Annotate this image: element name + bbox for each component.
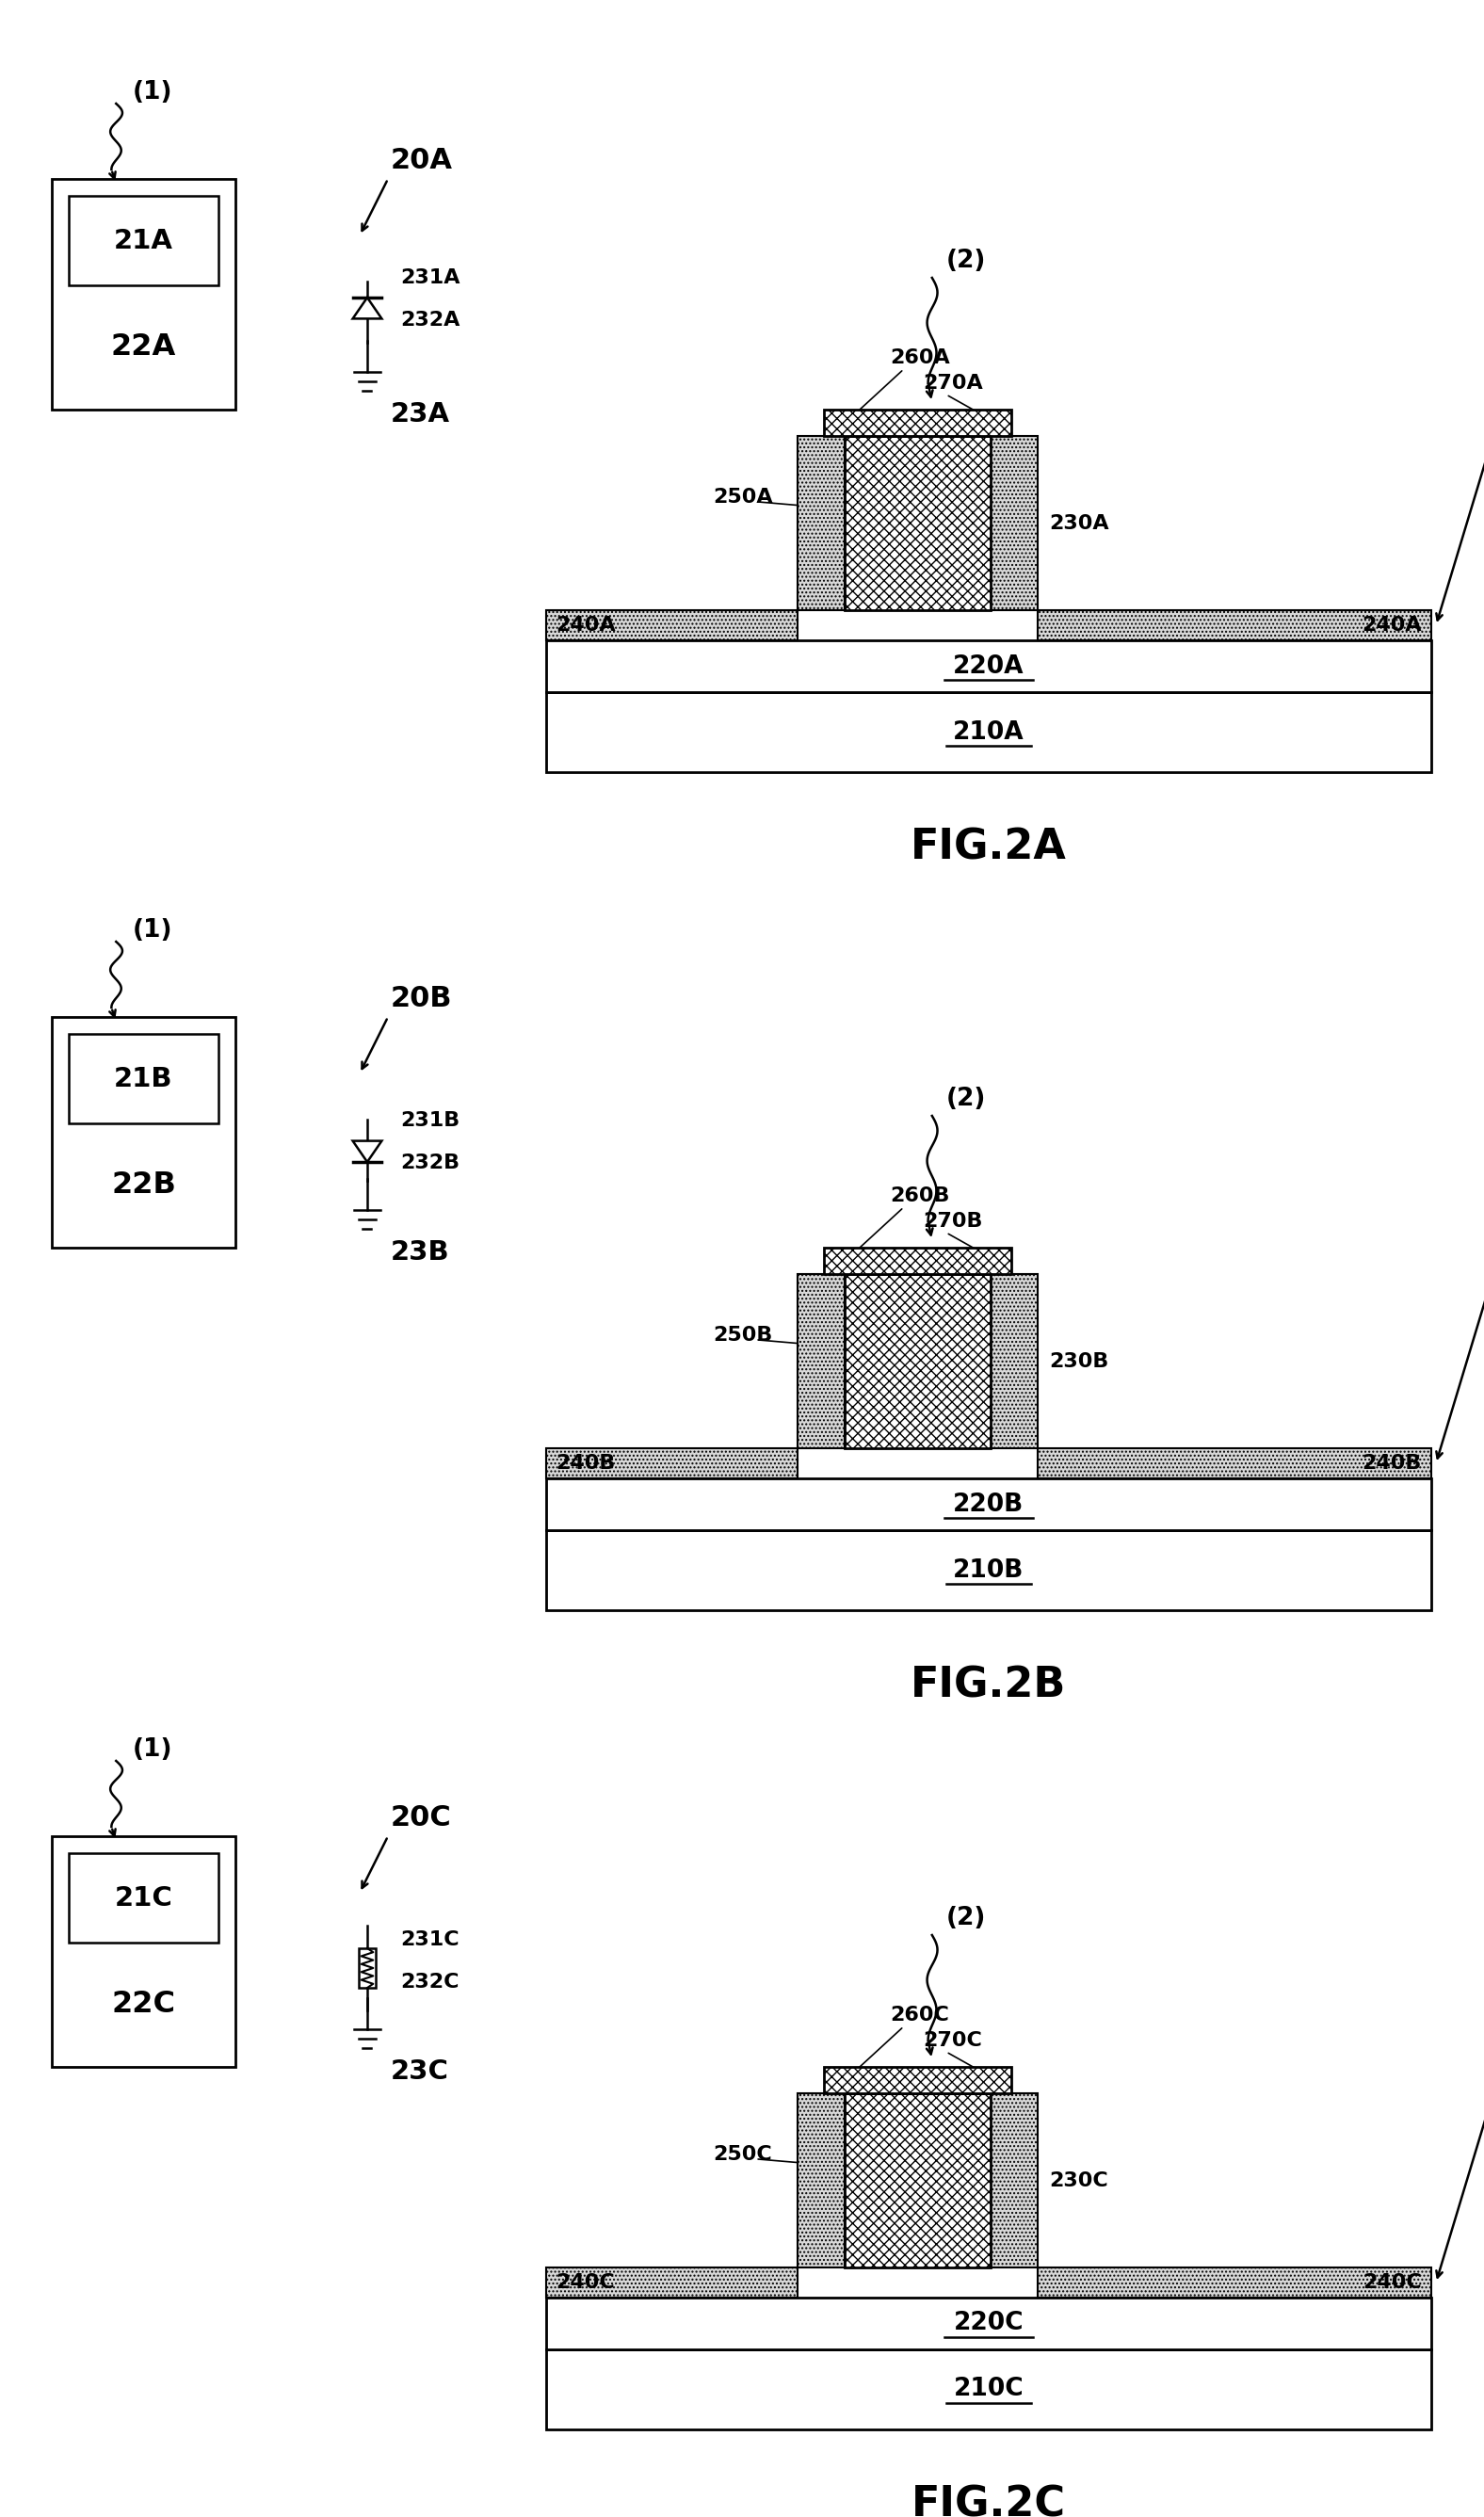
Bar: [1037, 1447, 1431, 1477]
Bar: [546, 1447, 798, 1477]
Text: 21A: 21A: [114, 227, 174, 254]
Text: 250A: 250A: [714, 488, 773, 506]
Bar: [1037, 2268, 1431, 2298]
Text: 230B: 230B: [1049, 1352, 1109, 1372]
Text: 231B: 231B: [401, 1110, 460, 1130]
Bar: [546, 1530, 1431, 1611]
Text: 220A: 220A: [953, 654, 1024, 680]
Text: 210A: 210A: [953, 720, 1024, 745]
Text: 250C: 250C: [714, 2144, 772, 2165]
Text: 20C: 20C: [390, 1805, 451, 1830]
Text: 232C: 232C: [401, 1973, 459, 1991]
Bar: [546, 2268, 798, 2298]
Bar: [798, 1274, 844, 1447]
Bar: [844, 435, 991, 609]
Text: 240B: 240B: [1362, 1455, 1422, 1472]
Bar: [546, 609, 798, 639]
Bar: [68, 1034, 218, 1123]
Text: (2): (2): [947, 1905, 985, 1931]
Text: 220B: 220B: [953, 1493, 1024, 1518]
Text: 230A: 230A: [1049, 513, 1109, 534]
Text: (1): (1): [134, 1737, 174, 1762]
Text: (1): (1): [134, 81, 174, 106]
Text: 23A: 23A: [390, 400, 450, 428]
Bar: [52, 1837, 236, 2066]
Text: 210C: 210C: [954, 2376, 1024, 2401]
Bar: [824, 2066, 1012, 2094]
Bar: [546, 2298, 1431, 2348]
Bar: [68, 196, 218, 284]
Text: 230C: 230C: [1049, 2172, 1109, 2190]
Bar: [546, 692, 1431, 773]
Bar: [359, 1948, 375, 1988]
Text: 220C: 220C: [954, 2311, 1024, 2336]
Text: 21B: 21B: [114, 1065, 174, 1092]
Text: (2): (2): [947, 1087, 985, 1110]
Bar: [844, 2094, 991, 2268]
Text: (1): (1): [134, 919, 174, 941]
Text: 240B: 240B: [555, 1455, 616, 1472]
Text: (2): (2): [947, 249, 985, 272]
Bar: [52, 1017, 236, 1248]
Text: 231C: 231C: [401, 1931, 459, 1948]
Text: 23C: 23C: [390, 2059, 450, 2084]
Text: 260A: 260A: [889, 347, 950, 367]
Text: 240C: 240C: [555, 2273, 614, 2293]
Text: 21C: 21C: [114, 1885, 172, 1910]
Bar: [798, 435, 844, 609]
Bar: [546, 1477, 1431, 1530]
Text: 260B: 260B: [889, 1186, 950, 1206]
Text: FIG.2A: FIG.2A: [911, 828, 1067, 868]
Text: FIG.2B: FIG.2B: [911, 1666, 1067, 1707]
Text: 22B: 22B: [111, 1170, 177, 1201]
Text: 250B: 250B: [714, 1326, 773, 1344]
Polygon shape: [353, 1140, 381, 1163]
Bar: [52, 179, 236, 410]
Bar: [824, 410, 1012, 435]
Text: 260C: 260C: [889, 2006, 948, 2024]
Text: 20B: 20B: [390, 984, 453, 1012]
Text: 240A: 240A: [555, 617, 616, 634]
Text: 231A: 231A: [401, 269, 460, 287]
Bar: [991, 2094, 1037, 2268]
Text: 22C: 22C: [111, 1991, 175, 2019]
Text: 270C: 270C: [923, 2031, 982, 2049]
Text: FIG.2C: FIG.2C: [911, 2484, 1066, 2517]
Bar: [546, 2348, 1431, 2429]
Text: 270A: 270A: [923, 375, 982, 393]
Bar: [68, 1853, 218, 1943]
Text: 20A: 20A: [390, 146, 453, 174]
Text: 210B: 210B: [953, 1558, 1024, 1583]
Bar: [1037, 609, 1431, 639]
Bar: [798, 2094, 844, 2268]
Text: 22A: 22A: [111, 332, 177, 362]
Bar: [991, 435, 1037, 609]
Bar: [991, 1274, 1037, 1447]
Text: 270B: 270B: [923, 1211, 982, 1231]
Bar: [546, 639, 1431, 692]
Text: 23B: 23B: [390, 1238, 450, 1266]
Text: 232B: 232B: [401, 1153, 460, 1173]
Text: 232A: 232A: [401, 310, 460, 330]
Text: 240A: 240A: [1362, 617, 1422, 634]
Text: 240C: 240C: [1362, 2273, 1422, 2293]
Polygon shape: [353, 297, 381, 320]
Bar: [844, 1274, 991, 1447]
Bar: [824, 1248, 1012, 1274]
